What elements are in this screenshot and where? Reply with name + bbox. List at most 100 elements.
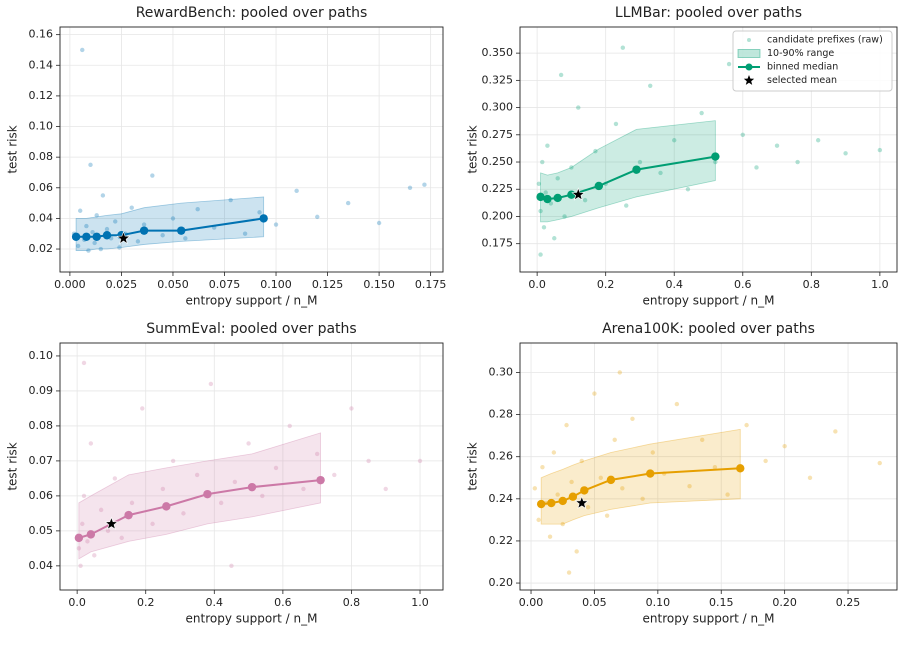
y-tick-label: 0.06 — [29, 181, 54, 194]
x-axis-label: entropy support / n_M — [643, 294, 775, 308]
raw-point — [774, 143, 780, 148]
raw-point — [700, 437, 705, 443]
raw-point — [540, 159, 545, 165]
y-tick-label: 0.10 — [29, 120, 54, 133]
raw-point — [674, 401, 680, 407]
panel: 0.0 0.2 0.4 0.6 0.8 1.0 0.175 0.200 0.225 0.250 0.… — [466, 5, 898, 308]
raw-point — [98, 507, 104, 513]
raw-point — [88, 162, 93, 168]
raw-point — [807, 475, 813, 480]
raw-point — [86, 248, 91, 253]
x-tick-label: 0.05 — [582, 596, 607, 609]
y-axis-label: test risk — [6, 125, 20, 173]
y-tick-label: 0.225 — [482, 182, 514, 195]
y-tick-label: 0.22 — [489, 534, 514, 547]
y-tick-label: 0.26 — [489, 450, 514, 463]
raw-point — [81, 493, 87, 499]
raw-point — [181, 511, 186, 516]
raw-point — [314, 451, 320, 457]
median-point — [736, 464, 745, 473]
raw-point — [170, 458, 176, 464]
axes-frame — [59, 342, 444, 591]
median-point — [711, 152, 720, 161]
raw-point — [257, 210, 262, 215]
median-point — [553, 193, 562, 203]
raw-point — [699, 110, 704, 116]
y-tick-label: 0.09 — [29, 384, 54, 397]
raw-point — [585, 505, 591, 510]
y-axis-label: test risk — [466, 442, 480, 490]
median-point — [536, 192, 545, 202]
selected-mean — [116, 230, 131, 245]
raw-point — [754, 165, 759, 170]
raw-point — [195, 207, 200, 212]
x-tick-label: 0.2 — [597, 278, 615, 291]
median-point — [71, 232, 81, 241]
x-tick-label: 0.150 — [363, 278, 395, 291]
legend-swatch — [747, 38, 751, 42]
raw-point — [658, 170, 663, 176]
legend-label: selected mean — [767, 75, 837, 86]
y-tick-label: 0.04 — [29, 211, 54, 224]
x-tick-label: 0.6 — [734, 278, 752, 291]
x-tick-label: 0.100 — [260, 278, 292, 291]
raw-point — [545, 143, 550, 148]
raw-point — [140, 406, 145, 411]
median-point — [139, 226, 149, 235]
raw-point — [782, 443, 787, 449]
raw-point — [84, 223, 89, 229]
raw-point — [540, 465, 545, 470]
raw-point — [815, 138, 821, 143]
raw-point — [579, 458, 584, 464]
raw-point — [640, 496, 645, 502]
raw-point — [94, 213, 99, 218]
raw-point — [712, 465, 718, 470]
raw-point — [332, 472, 337, 478]
raw-point — [562, 214, 567, 219]
raw-point — [294, 188, 299, 194]
y-tick-label: 0.24 — [489, 492, 514, 505]
axes-frame — [519, 342, 898, 591]
median-point — [594, 181, 604, 191]
x-axis-label: entropy support / n_M — [186, 294, 318, 308]
y-tick-label: 0.275 — [482, 128, 514, 141]
raw-point — [672, 138, 677, 143]
raw-point — [551, 450, 557, 455]
x-tick-label: 0.4 — [206, 596, 224, 609]
median-point — [203, 489, 212, 499]
median-point — [632, 165, 641, 174]
raw-point — [228, 197, 233, 203]
raw-point — [100, 193, 106, 198]
axes-frame — [59, 26, 444, 273]
median-point — [568, 492, 578, 501]
raw-point — [92, 553, 97, 558]
median-point — [606, 475, 616, 485]
raw-point — [574, 549, 579, 554]
raw-point — [538, 252, 543, 257]
raw-point — [160, 486, 166, 492]
raw-point — [713, 159, 718, 165]
raw-point — [566, 570, 572, 575]
legend-label: 10-90% range — [767, 48, 834, 59]
raw-point — [685, 187, 691, 192]
raw-point — [113, 219, 118, 224]
raw-point — [376, 220, 382, 226]
raw-point — [129, 205, 134, 210]
raw-point — [229, 563, 234, 569]
raw-point — [417, 458, 423, 464]
x-tick-label: 0.025 — [106, 278, 138, 291]
raw-point — [569, 165, 574, 170]
raw-point — [141, 222, 147, 227]
raw-point — [129, 500, 135, 506]
raw-point — [555, 176, 560, 181]
median-point — [86, 530, 96, 539]
raw-point — [349, 406, 354, 411]
y-tick-label: 0.08 — [29, 150, 54, 163]
y-tick-label: 0.14 — [29, 58, 54, 71]
median-point — [247, 482, 257, 492]
median-point — [124, 510, 133, 520]
x-tick-label: 0.0 — [528, 278, 546, 291]
chart-title: RewardBench: pooled over paths — [136, 5, 368, 21]
raw-point — [726, 61, 732, 67]
